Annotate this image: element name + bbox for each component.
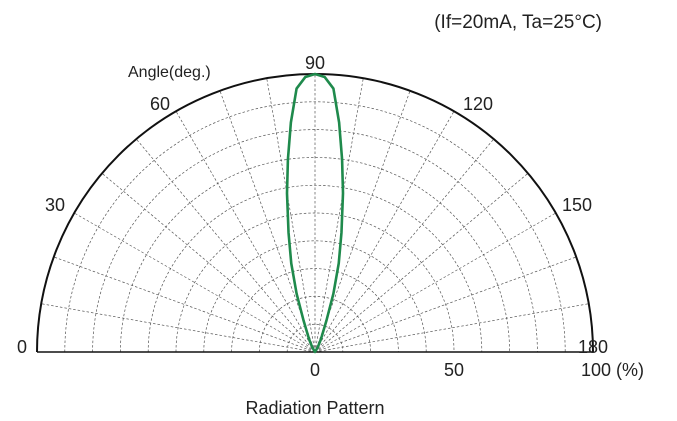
grid-spoke-140 (314, 173, 529, 353)
grid-spoke-100 (314, 78, 364, 353)
condition-note: (If=20mA, Ta=25°C) (434, 12, 602, 33)
angle-tick-label-180: 180 (578, 337, 608, 357)
grid-spoke-160 (314, 256, 577, 353)
angle-tick-label-60: 60 (150, 94, 170, 114)
grid-spoke-50 (136, 138, 316, 353)
series-line-0 (285, 72, 345, 354)
polar-grid (36, 73, 594, 353)
grid-spoke-30 (74, 212, 316, 353)
grid-spoke-80 (266, 78, 316, 353)
grid-spoke-10 (41, 303, 316, 353)
grid-arc-90 (64, 101, 566, 353)
grid-spoke-20 (53, 256, 316, 353)
grid-spoke-150 (314, 212, 556, 353)
angle-tick-label-90: 90 (305, 53, 325, 73)
grid-spoke-120 (314, 111, 455, 353)
angle-tick-label-30: 30 (45, 195, 65, 215)
chart-caption: Radiation Pattern (245, 398, 384, 418)
series-layer (285, 72, 345, 354)
grid-arc-80 (92, 129, 538, 353)
grid-spoke-130 (314, 138, 494, 353)
radial-tick-label-0: 0 (310, 360, 320, 380)
angle-tick-label-120: 120 (463, 94, 493, 114)
radial-tick-label-50: 50 (444, 360, 464, 380)
angle-tick-label-150: 150 (562, 195, 592, 215)
grid-spoke-40 (101, 173, 316, 353)
grid-spoke-60 (175, 111, 316, 353)
grid-spoke-170 (314, 303, 589, 353)
angle-tick-label-0: 0 (17, 337, 27, 357)
angle-axis-label: Angle(deg.) (128, 64, 211, 81)
chart-labels: (If=20mA, Ta=25°C) Angle(deg.) Radiation… (17, 12, 644, 418)
grid-arc-50 (175, 212, 455, 353)
radial-tick-label-100: 100 (%) (581, 360, 644, 380)
